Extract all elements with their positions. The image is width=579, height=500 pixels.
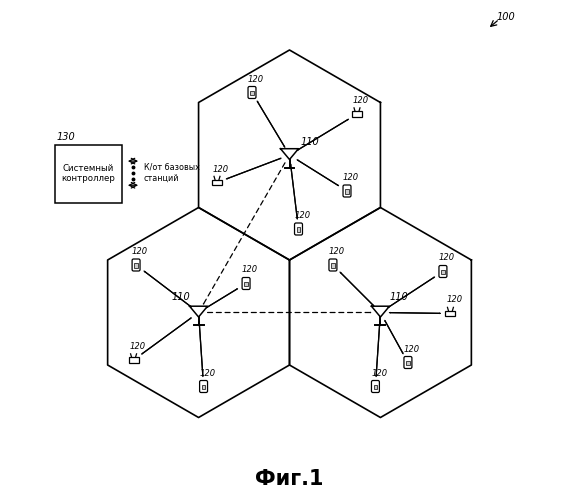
Text: 120: 120 (132, 247, 148, 256)
Text: 120: 120 (248, 74, 264, 84)
Text: 120: 120 (242, 266, 258, 274)
FancyBboxPatch shape (132, 259, 140, 271)
Text: 120: 120 (200, 368, 216, 378)
Text: 120: 120 (213, 164, 229, 173)
Text: 130: 130 (57, 132, 75, 142)
Text: 120: 120 (404, 344, 420, 354)
Text: 120: 120 (130, 342, 146, 351)
Bar (441, 270, 445, 274)
Text: 110: 110 (171, 292, 190, 302)
FancyBboxPatch shape (439, 266, 447, 278)
Polygon shape (189, 306, 207, 317)
Bar (445, 310, 455, 316)
Text: 120: 120 (446, 296, 463, 304)
FancyBboxPatch shape (295, 223, 302, 235)
Bar (134, 263, 138, 268)
Bar (331, 263, 335, 268)
Bar (345, 189, 349, 194)
Bar (54, 145, 122, 203)
Text: Системный
контроллер: Системный контроллер (61, 164, 115, 184)
FancyBboxPatch shape (242, 278, 250, 289)
Text: 120: 120 (372, 368, 387, 378)
Text: 110: 110 (390, 292, 408, 302)
Text: 110: 110 (301, 137, 319, 147)
Polygon shape (280, 148, 299, 160)
FancyBboxPatch shape (404, 356, 412, 368)
Text: Фиг.1: Фиг.1 (255, 469, 324, 489)
Text: 120: 120 (353, 96, 369, 105)
FancyBboxPatch shape (372, 380, 379, 392)
Bar (244, 282, 248, 286)
FancyBboxPatch shape (248, 86, 256, 99)
Bar (129, 357, 138, 363)
Text: К/от базовых
станций: К/от базовых станций (144, 163, 200, 182)
Text: 120: 120 (295, 211, 310, 220)
Bar (296, 227, 301, 232)
FancyBboxPatch shape (200, 380, 207, 392)
Polygon shape (372, 306, 390, 317)
FancyBboxPatch shape (329, 259, 337, 271)
Text: 100: 100 (497, 12, 516, 22)
Bar (212, 180, 222, 186)
Bar (352, 111, 362, 117)
Bar (406, 360, 410, 365)
Bar (250, 90, 254, 95)
Bar (201, 384, 206, 389)
FancyBboxPatch shape (343, 185, 351, 197)
Text: 120: 120 (329, 247, 345, 256)
Text: 120: 120 (343, 173, 359, 182)
Bar (373, 384, 378, 389)
Text: 120: 120 (439, 254, 455, 262)
